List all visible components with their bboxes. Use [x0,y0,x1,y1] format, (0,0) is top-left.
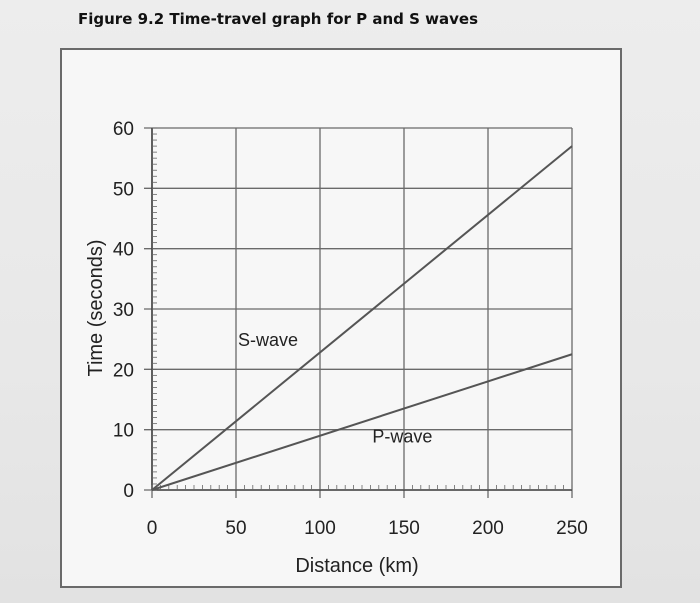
x-tick-label: 0 [147,518,158,539]
x-tick-label: 150 [388,518,420,539]
y-tick-label: 60 [113,119,134,140]
y-tick-label: 30 [113,300,134,321]
p-wave-line [151,353,573,491]
y-tick-label: 40 [113,240,134,261]
annotation-layer: S-wave P-wave [238,330,432,447]
chart-frame [60,48,622,588]
x-tick-label: 250 [556,518,588,539]
y-tick-label: 20 [113,360,134,381]
p-wave-annotation: P-wave [372,427,432,447]
figure-caption: Figure 9.2 Time-travel graph for P and S… [78,10,478,28]
s-wave-annotation: S-wave [238,330,298,350]
y-axis-title: Time (seconds) [85,239,107,376]
figure-title: Time-travel graph for P and S waves [164,10,479,28]
grid-layer [144,127,573,498]
x-axis-title: Distance (km) [295,555,418,577]
x-tick-label: 50 [225,518,246,539]
series-layer [151,145,573,491]
s-wave-line [151,145,573,491]
figure-number: Figure 9.2 [78,10,165,28]
y-tick-label: 10 [113,421,134,442]
y-tick-label: 0 [123,481,134,502]
y-tick-label: 50 [113,179,134,200]
tick-label-layer: 0 10 20 30 40 50 60 0 50 100 150 200 250 [113,119,588,539]
x-tick-label: 200 [472,518,504,539]
x-tick-label: 100 [304,518,336,539]
